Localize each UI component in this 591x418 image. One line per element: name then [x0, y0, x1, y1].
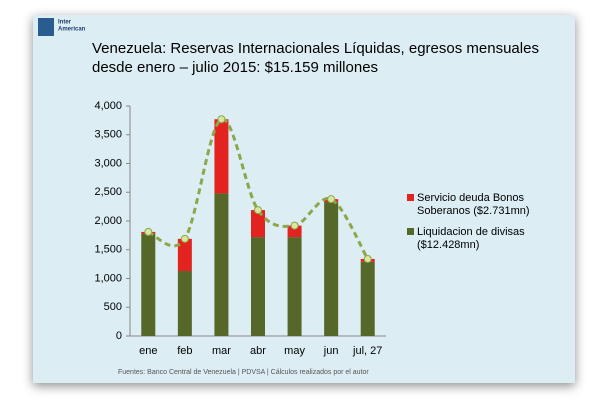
x-tick-label: mar [212, 345, 231, 357]
x-tick-label: feb [177, 345, 192, 357]
x-tick-label: may [284, 345, 305, 357]
bar-segment [214, 193, 229, 336]
y-tick-label: 0 [116, 330, 122, 342]
x-tick-label: jun [323, 345, 339, 357]
y-tick-label: 2,000 [94, 215, 122, 227]
logo-text: Inter [58, 20, 72, 26]
logo-text: American [58, 27, 86, 33]
bar-segment [214, 119, 229, 194]
legend-swatch [407, 194, 414, 201]
y-tick-label: 2,500 [94, 186, 122, 198]
chart-title: desde enero – julio 2015: $15.159 millon… [92, 59, 378, 76]
y-tick-label: 3,500 [94, 129, 122, 141]
bar-segment [287, 237, 302, 336]
bar-segment [324, 202, 339, 336]
legend-label: Servicio deuda Bonos Soberanos ($2.731mn… [417, 192, 530, 217]
y-tick-label: 1,500 [94, 244, 122, 256]
bar-segment [141, 233, 156, 336]
x-tick-label: ene [139, 345, 157, 357]
chart-title: Venezuela: Reservas Internacionales Líqu… [92, 40, 539, 57]
total-dot [217, 115, 226, 124]
total-dot [290, 221, 299, 230]
logo-icon [38, 18, 54, 36]
total-dot [363, 254, 372, 263]
source: Fuentes: Banco Central de Venezuela | PD… [118, 369, 369, 376]
total-dot [254, 206, 262, 215]
legend-swatch [407, 228, 414, 235]
y-tick-label: 500 [104, 301, 122, 313]
y-tick-label: 3,000 [94, 157, 122, 169]
legend-label: Liquidacion de divisas ($12.428mn) [417, 226, 525, 251]
slide [33, 15, 575, 383]
total-dot [144, 227, 153, 236]
bar-segment [251, 237, 265, 336]
bar-segment [287, 225, 302, 238]
bar-segment [360, 261, 375, 336]
bar-segment [177, 271, 192, 336]
bar-segment [177, 238, 192, 272]
bar-segment [251, 210, 265, 238]
total-dot [327, 195, 336, 204]
total-dot [180, 234, 189, 243]
y-tick-label: 1,000 [94, 272, 122, 284]
y-tick-label: 4,000 [94, 100, 122, 112]
x-tick-label: abr [250, 345, 266, 357]
x-tick-label: jul, 27 [352, 345, 382, 357]
